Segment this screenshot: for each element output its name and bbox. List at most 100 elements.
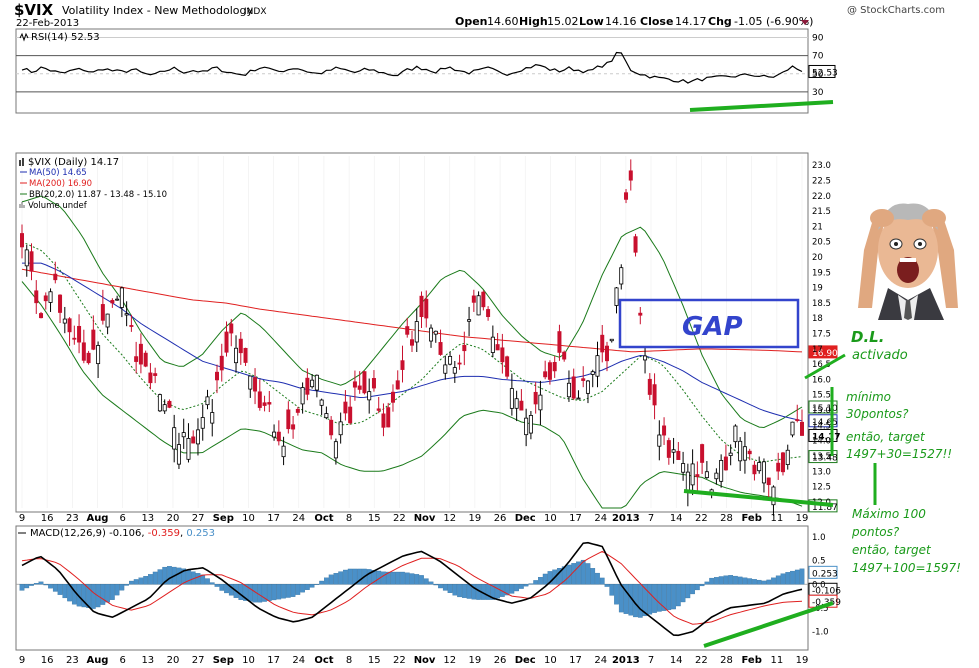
teeth bbox=[900, 258, 916, 262]
x-label-macd-31: 19 bbox=[796, 655, 809, 666]
grid-lines bbox=[16, 37, 808, 585]
x-label-macd-15: 22 bbox=[393, 655, 406, 666]
price-box-close bbox=[808, 428, 838, 442]
candle-body bbox=[200, 417, 205, 429]
candle-body bbox=[800, 421, 805, 436]
candle-body bbox=[695, 474, 700, 478]
macd-histogram-bar bbox=[675, 584, 681, 607]
macd-histogram-bar bbox=[29, 584, 34, 586]
candle-body bbox=[376, 408, 381, 411]
macd-histogram-bar bbox=[623, 584, 629, 614]
price-box-text-ma200: 16.90 bbox=[812, 349, 838, 359]
candle-body bbox=[723, 456, 728, 471]
x-label-macd-24: 2013 bbox=[612, 655, 640, 666]
x-label-macd-2: 23 bbox=[66, 655, 79, 666]
max-line-1: Máximo 100 bbox=[852, 507, 926, 521]
low-value: 14.16 bbox=[605, 15, 637, 28]
rsi-tick-30: 30 bbox=[812, 88, 824, 98]
candle-body bbox=[795, 419, 800, 422]
candle-body bbox=[576, 397, 581, 400]
macd-histogram-bar bbox=[609, 584, 615, 596]
candle-body bbox=[24, 249, 29, 267]
candle-body bbox=[533, 391, 538, 405]
macd-box-hist bbox=[808, 565, 838, 579]
candle-body bbox=[433, 330, 438, 335]
macd-histogram-bar bbox=[428, 581, 434, 585]
price-tick-7: 19.5 bbox=[812, 268, 831, 278]
x-label-price-22: 17 bbox=[569, 513, 582, 524]
macd-histogram-bar bbox=[400, 571, 405, 585]
macd-histogram-bar bbox=[86, 584, 91, 608]
macd-label-value: -0.106 bbox=[109, 528, 141, 539]
macd-histogram-bar bbox=[785, 572, 791, 585]
price-tick-10: 18 bbox=[812, 314, 823, 324]
price-tick-14: 16.0 bbox=[812, 375, 831, 385]
price-tick-21: 12.5 bbox=[812, 483, 831, 493]
gap-label: GAP bbox=[682, 312, 743, 342]
macd-histogram-bar bbox=[599, 577, 605, 585]
rsi-value-text: 52.53 bbox=[812, 68, 838, 78]
macd-histogram-bar bbox=[43, 584, 49, 586]
candle-body bbox=[134, 356, 139, 362]
max-line-2: pontos? bbox=[851, 525, 900, 539]
chart-header: $VIX Volatility Index - New Methodology … bbox=[14, 1, 945, 29]
macd-histogram-bar bbox=[195, 573, 201, 585]
x-label-price-8: Sep bbox=[213, 513, 234, 524]
hair bbox=[878, 203, 938, 230]
rsi-tick-50: 50 bbox=[812, 70, 824, 80]
candle-body bbox=[91, 329, 96, 350]
rsi-legend-icon bbox=[19, 32, 29, 42]
ma200-line bbox=[21, 268, 803, 353]
x-label-price-24: 2013 bbox=[612, 513, 640, 524]
macd-label: MACD(12,26,9) -0.106, -0.359, 0.253 bbox=[30, 528, 215, 539]
candle-body bbox=[210, 412, 215, 424]
macd-histogram-bar bbox=[100, 584, 106, 605]
macd-histogram-bar bbox=[257, 584, 263, 603]
macd-histogram-bar bbox=[528, 583, 534, 585]
price-tick-12: 17 bbox=[812, 345, 823, 355]
close-label: Close bbox=[640, 15, 673, 28]
macd-histogram-bar bbox=[290, 584, 296, 597]
macd-histogram-bar bbox=[452, 584, 458, 596]
candle-body bbox=[571, 376, 576, 399]
macd-histogram-bar bbox=[419, 575, 424, 585]
macd-histogram-bar bbox=[90, 584, 96, 609]
macd-histogram-bar bbox=[699, 584, 705, 587]
candle-body bbox=[96, 345, 101, 365]
bb-lower-line bbox=[21, 281, 803, 509]
candle-body bbox=[467, 319, 472, 322]
macd-histogram-bar bbox=[38, 581, 44, 585]
x-label-macd-23: 24 bbox=[594, 655, 607, 666]
macd-histogram-bar bbox=[205, 578, 210, 585]
macd-histogram-bar bbox=[148, 574, 153, 585]
x-label-price-27: 22 bbox=[695, 513, 708, 524]
candle-body bbox=[471, 295, 476, 303]
macd-histogram-bar bbox=[737, 576, 743, 585]
candle-body bbox=[690, 463, 695, 486]
price-panel bbox=[15, 152, 809, 513]
candle-body bbox=[86, 352, 91, 364]
macd-histogram-bar bbox=[666, 584, 672, 611]
macd-histogram-bar bbox=[523, 584, 529, 587]
macd-histogram-bar bbox=[490, 584, 496, 600]
candle-body bbox=[429, 327, 434, 342]
dl-subtitle: activado bbox=[852, 348, 908, 363]
x-label-macd-30: 11 bbox=[770, 655, 783, 666]
candle-body bbox=[438, 342, 443, 355]
rsi-panel bbox=[15, 28, 809, 114]
macd-histogram-bar bbox=[709, 577, 714, 585]
candle-body bbox=[519, 400, 524, 411]
min-line-1: mínimo bbox=[846, 390, 891, 404]
macd-box-text-hist: 0.253 bbox=[812, 569, 838, 579]
price-tick-11: 17.5 bbox=[812, 330, 831, 340]
macd-histogram-bar bbox=[200, 574, 206, 585]
macd-histogram-bar bbox=[214, 584, 220, 587]
price-box-text-bbm: 13.48 bbox=[812, 454, 838, 464]
x-label-macd-7: 27 bbox=[192, 655, 205, 666]
macd-histogram-bar bbox=[105, 584, 110, 603]
candle-body bbox=[291, 424, 296, 430]
price-tick-4: 21 bbox=[812, 222, 823, 232]
high-label: High bbox=[519, 15, 548, 28]
candle-body bbox=[595, 355, 600, 377]
ohlc-readout: Open 14.60 High 15.02 Low 14.16 Close 14… bbox=[455, 15, 813, 28]
